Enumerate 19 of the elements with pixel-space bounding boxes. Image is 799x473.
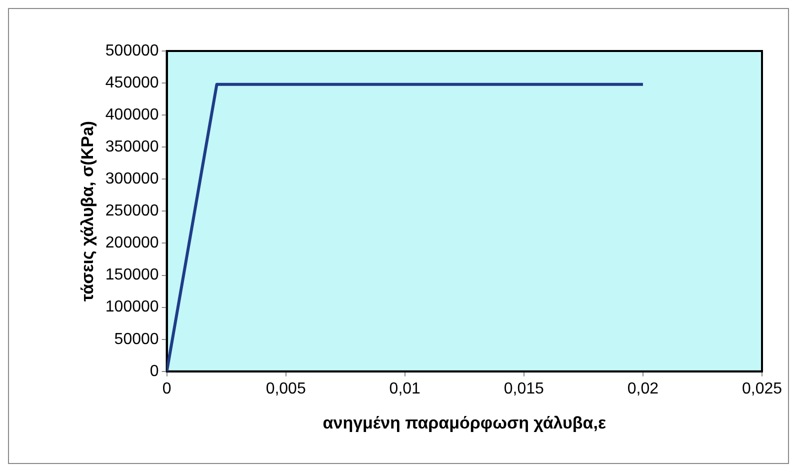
y-tick-label: 500000 [105,42,159,60]
x-tick-label: 0 [162,380,172,398]
y-tick-label: 100000 [105,298,159,316]
y-tick-label: 250000 [105,202,159,220]
x-tick-label: 0,02 [627,380,659,398]
y-tick-label: 350000 [105,138,159,156]
y-tick-label: 50000 [114,330,159,348]
y-tick-label: 0 [150,362,159,380]
x-tick-label: 0,025 [742,380,782,398]
y-tick-label: 450000 [105,74,159,92]
x-tick-label: 0,005 [266,380,306,398]
y-tick-label: 400000 [105,106,159,124]
y-tick-label: 150000 [105,266,159,284]
x-axis-title: ανηγμένη παραμόρφωση χάλυβα,ε [322,413,606,432]
x-tick-label: 0,01 [389,380,421,398]
y-tick-label: 200000 [105,234,159,252]
y-tick-label: 300000 [105,170,159,188]
y-axis-title: τάσεις χάλυβα, σ(KPa) [78,120,97,302]
x-tick-label: 0,015 [504,380,544,398]
